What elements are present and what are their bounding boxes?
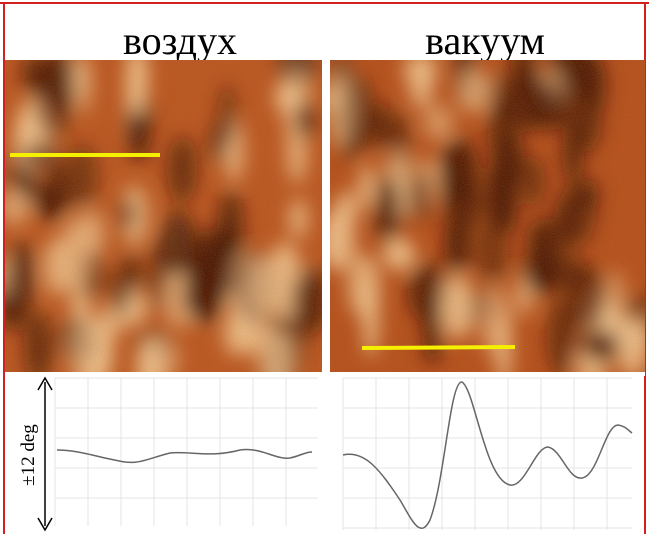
panel-title: вакуум [425,18,545,63]
phase-image-air [5,60,322,372]
profile-curve [56,448,313,464]
phase-image-vacuum [330,60,645,372]
profile-curve [342,381,633,529]
axis-label: ±12 deg [18,424,39,486]
panel-title: воздух [123,18,237,63]
profile-grid [342,377,632,530]
profile-grid [54,377,318,526]
profile-line [361,345,516,350]
arrow-heads [37,376,53,532]
